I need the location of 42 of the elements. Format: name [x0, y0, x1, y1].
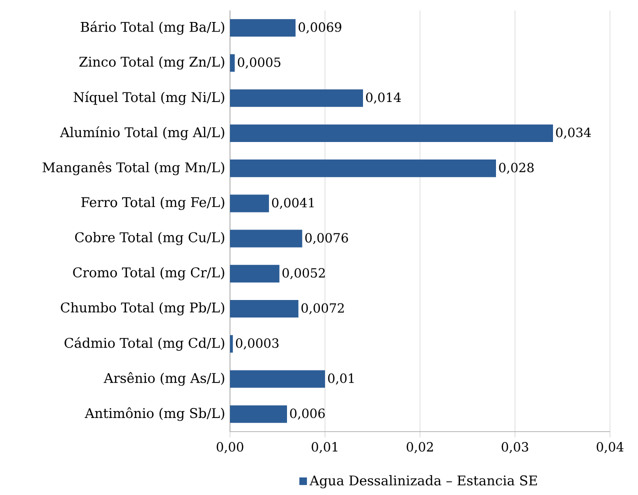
x-tick-label: 0,04 — [596, 442, 624, 454]
data-label: 0,0076 — [305, 232, 348, 244]
y-tick-label: Bário Total (mg Ba/L) — [80, 21, 224, 35]
bar — [230, 300, 298, 318]
legend-label: Agua Dessalinizada – Estancia SE — [310, 475, 537, 488]
data-label: 0,028 — [499, 162, 534, 174]
bar — [230, 89, 364, 107]
bar — [230, 264, 280, 282]
y-tick-label: Cobre Total (mg Cu/L) — [75, 232, 224, 246]
y-tick-label: Ferro Total (mg Fe/L) — [81, 196, 224, 210]
data-label: 0,0005 — [238, 57, 280, 69]
x-tick-label: 0,01 — [312, 442, 338, 454]
data-label: 0,01 — [328, 373, 354, 385]
bar — [230, 124, 553, 142]
y-tick-label: Arsênio (mg As/L) — [104, 372, 224, 386]
data-label: 0,014 — [366, 92, 401, 104]
y-tick-label: Zinco Total (mg Zn/L) — [79, 56, 224, 70]
data-label: 0,0069 — [298, 22, 342, 34]
y-tick-label: Cádmio Total (mg Cd/L) — [64, 337, 224, 351]
y-tick-label: Manganês Total (mg Mn/L) — [42, 162, 224, 176]
bar — [230, 370, 325, 388]
bar — [230, 54, 235, 72]
data-label: 0,006 — [290, 408, 325, 420]
bar — [230, 160, 496, 178]
y-tick-label: Cromo Total (mg Cr/L) — [73, 267, 224, 280]
y-tick-label: Níquel Total (mg Ni/L) — [74, 91, 224, 105]
bar — [230, 335, 233, 353]
data-label: 0,0041 — [272, 198, 314, 210]
x-tick-label: 0,02 — [406, 442, 433, 454]
data-label: 0,0052 — [282, 268, 325, 280]
x-tick-label: 0,03 — [502, 442, 528, 454]
bar — [230, 230, 302, 248]
y-tick-label: Antimônio (mg Sb/L) — [84, 407, 224, 421]
data-label: 0,034 — [556, 128, 591, 139]
bar — [230, 194, 269, 212]
y-tick-label: Alumínio Total (mg Al/L) — [60, 126, 224, 140]
bar — [230, 405, 287, 423]
data-label: 0,0072 — [302, 303, 344, 314]
data-label: 0,0003 — [236, 338, 278, 350]
x-tick-label: 0,00 — [216, 442, 244, 454]
bar — [230, 19, 296, 37]
y-tick-label: Chumbo Total (mg Pb/L) — [60, 302, 224, 316]
